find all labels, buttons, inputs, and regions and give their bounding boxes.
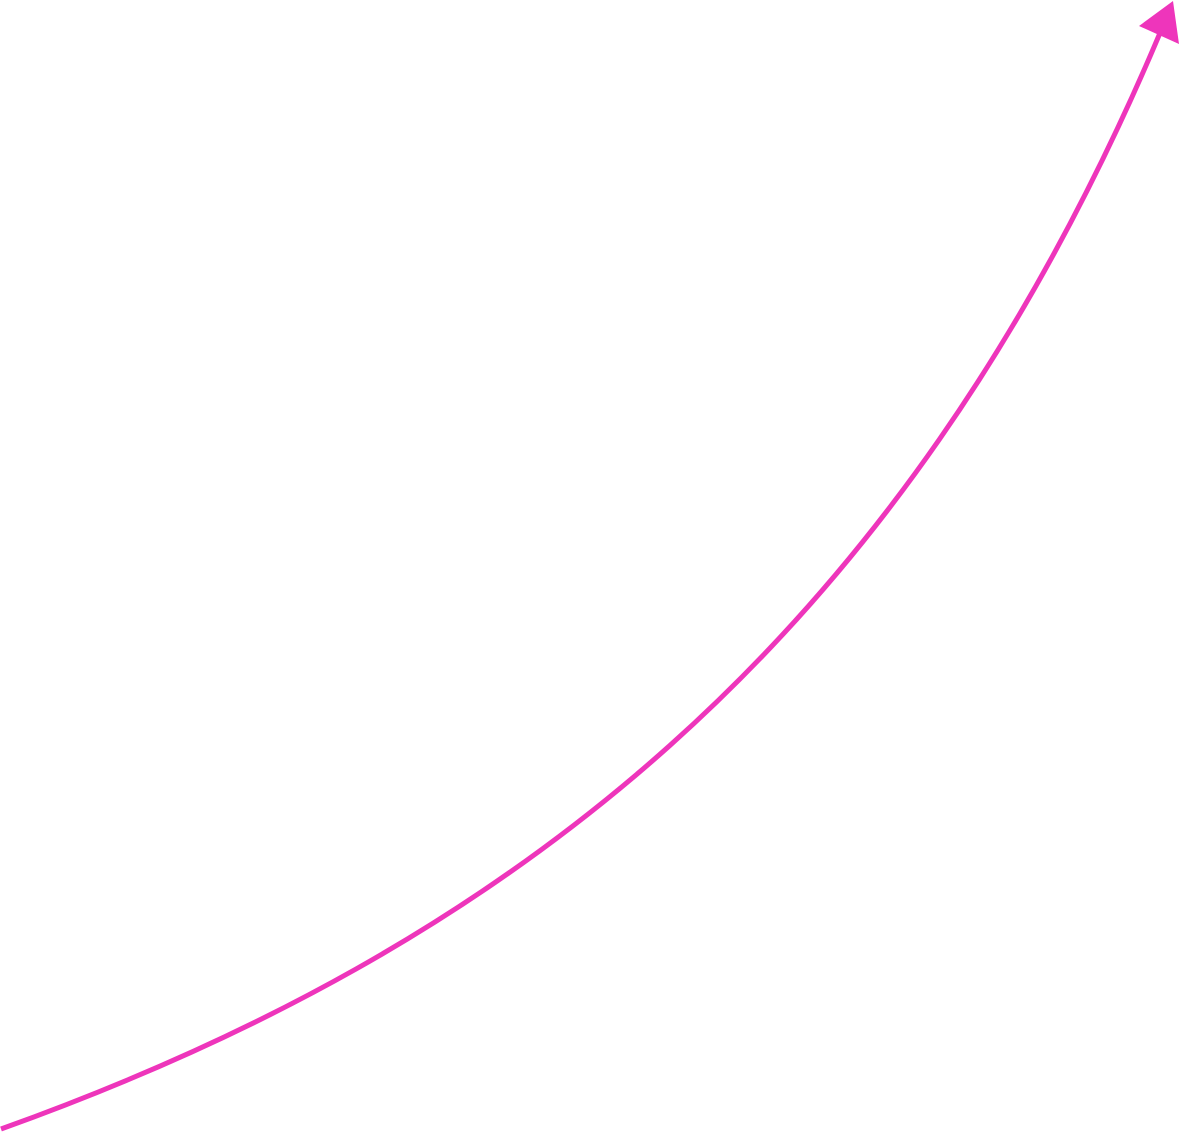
- arrow-shaft: [0, 32, 1163, 1132]
- arrow-head-icon: [1139, 1, 1179, 44]
